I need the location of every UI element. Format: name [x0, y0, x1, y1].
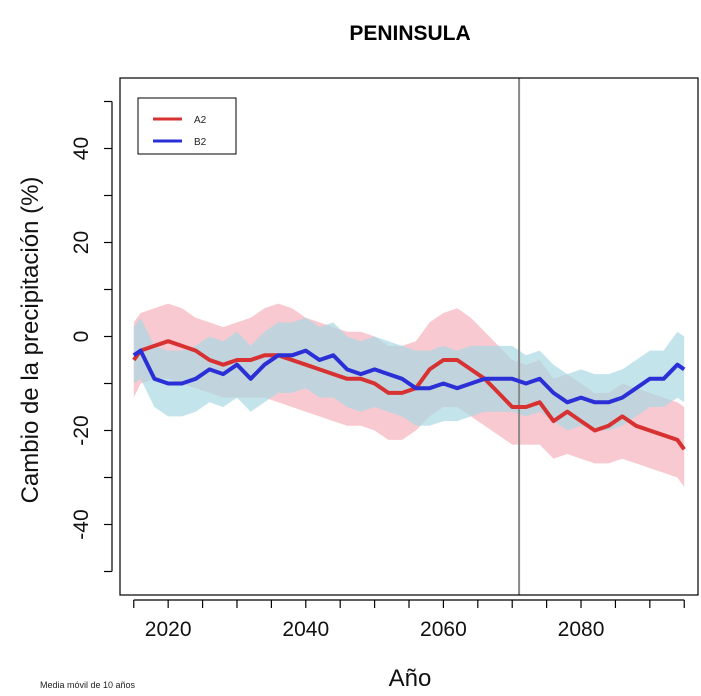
line-b2 [132, 348, 686, 405]
series-lines [132, 339, 686, 451]
y-tick-label: 20 [70, 231, 93, 254]
legend-label-b2: B2 [194, 137, 207, 148]
y-tick-label: -20 [70, 415, 93, 445]
x-tick-label: 2060 [420, 618, 467, 641]
y-tick-label: 0 [70, 331, 93, 343]
y-tick-label: -40 [70, 509, 93, 539]
y-tick-label: 40 [70, 137, 93, 160]
x-tick-label: 2020 [145, 618, 192, 641]
legend-box [137, 97, 237, 155]
chart-title: PENINSULA [349, 22, 470, 45]
footnote: Media móvil de 10 años [40, 680, 136, 690]
uncertainty-bands [133, 303, 685, 487]
x-tick-label: 2080 [558, 618, 605, 641]
legend-label-a2: A2 [194, 115, 207, 126]
y-axis: -40 -20 0 20 40 [70, 100, 113, 573]
y-axis-title: Cambio de la precipitación (%) [17, 177, 44, 504]
x-axis: 2020 2040 2060 2080 [133, 599, 685, 641]
x-axis-title: Año [389, 665, 432, 692]
line-a2 [132, 339, 686, 451]
legend: A2 B2 [137, 97, 237, 155]
plot-frame [119, 77, 699, 596]
x-tick-label: 2040 [282, 618, 329, 641]
band-b2 [133, 317, 685, 431]
